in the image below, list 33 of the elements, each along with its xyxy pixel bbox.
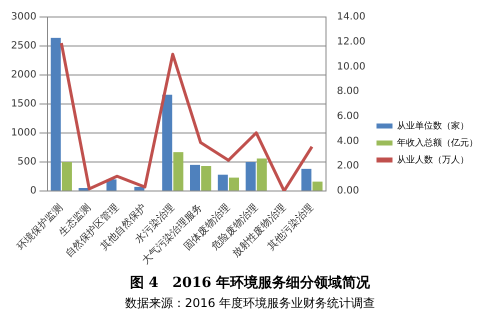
text: 图 4 2016 年环境服务细分领域简况 <box>128 274 372 292</box>
bar <box>190 164 200 190</box>
y2-tick-label: 4.00 <box>336 136 360 147</box>
bar <box>312 182 323 190</box>
bar <box>62 162 72 190</box>
bar <box>173 152 184 190</box>
y-tick-label: 0 <box>30 186 36 197</box>
y-tick-label: 500 <box>17 156 36 168</box>
bar <box>162 94 172 190</box>
legend-label: 从业人数（万人） <box>397 154 469 166</box>
bar <box>134 186 144 190</box>
y2-tick-label: 8.00 <box>336 86 360 98</box>
source-note: 数据来源：2016 年度环境服务业财务统计调查 <box>124 295 376 312</box>
y2-tick-label: 14.00 <box>336 12 366 23</box>
bar <box>201 166 212 190</box>
y-tick-label: 1000 <box>10 128 36 139</box>
y2-tick-label: 0.00 <box>336 186 360 197</box>
y-tick-label: 2500 <box>10 40 36 52</box>
bar <box>228 178 240 190</box>
y2-tick-label: 6.00 <box>336 110 360 122</box>
y2-tick-label: 2.00 <box>336 160 360 172</box>
bar <box>301 168 312 190</box>
y-tick-label: 2000 <box>10 70 36 81</box>
legend-label: 从业单位数（家） <box>397 120 469 132</box>
bar <box>218 174 228 190</box>
bar <box>50 38 61 190</box>
y-tick-label: 1500 <box>10 98 36 110</box>
y2-tick-label: 10.00 <box>336 61 366 72</box>
legend-label: 年收入总额（亿元） <box>397 137 478 148</box>
bar <box>246 162 256 190</box>
bar <box>256 158 267 190</box>
y2-tick-label: 12.00 <box>336 36 366 48</box>
y-tick-label: 3000 <box>10 12 36 23</box>
